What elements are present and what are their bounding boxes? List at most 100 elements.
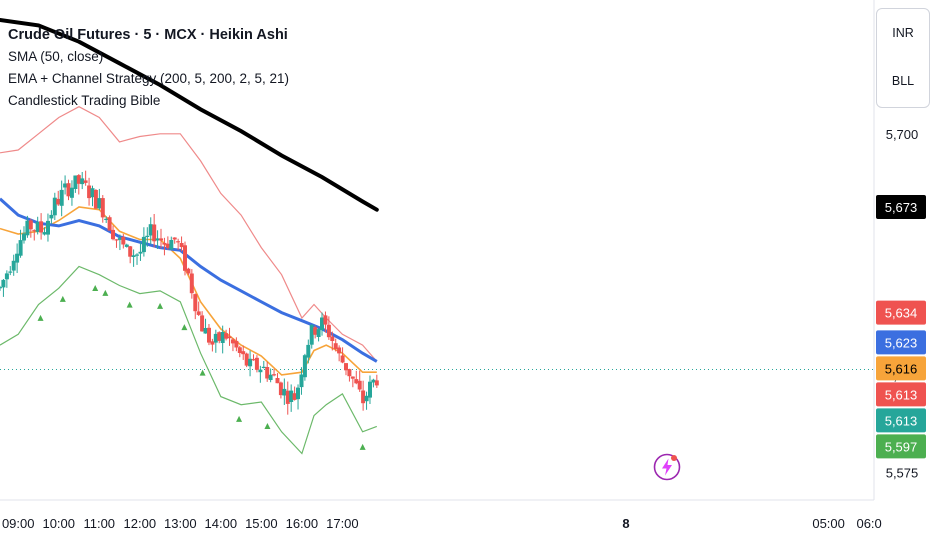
candle-body bbox=[46, 220, 50, 235]
unit-button[interactable]: BLL bbox=[891, 74, 915, 88]
candle-body bbox=[59, 189, 64, 206]
candle-body bbox=[8, 271, 13, 273]
candle-body bbox=[313, 327, 318, 335]
lightning-icon[interactable] bbox=[652, 452, 682, 482]
candle-body bbox=[135, 254, 139, 256]
candle-body bbox=[49, 214, 54, 219]
price-label-text: 5,673 bbox=[885, 200, 918, 215]
time-tick-label: 8 bbox=[622, 516, 629, 531]
candle-body bbox=[93, 190, 98, 209]
candle-body bbox=[90, 188, 95, 198]
candle-body bbox=[371, 379, 376, 383]
candle-body bbox=[148, 224, 153, 236]
candle-body bbox=[350, 376, 355, 379]
candle-body bbox=[114, 239, 119, 241]
candle-body bbox=[56, 198, 61, 205]
candle-body bbox=[364, 395, 369, 402]
currency-button[interactable]: INR bbox=[892, 26, 914, 40]
buy-signal-marker bbox=[37, 314, 44, 321]
price-label-box bbox=[876, 434, 926, 459]
candle-body bbox=[309, 325, 314, 345]
buy-signal-marker bbox=[236, 415, 243, 422]
candle-body bbox=[347, 369, 352, 377]
time-tick-label: 13:00 bbox=[164, 516, 197, 531]
price-label-box bbox=[876, 382, 926, 407]
candle-body bbox=[63, 183, 68, 188]
candle-body bbox=[207, 327, 211, 343]
candle-series bbox=[0, 170, 379, 415]
candle-body bbox=[152, 224, 157, 242]
time-tick-label: 16:00 bbox=[286, 516, 319, 531]
candle-body bbox=[220, 332, 225, 343]
legend-sma[interactable]: SMA (50, close) bbox=[8, 49, 104, 64]
candle-body bbox=[176, 241, 181, 243]
candle-body bbox=[272, 374, 277, 376]
candle-body bbox=[121, 236, 126, 245]
candle-body bbox=[11, 260, 16, 271]
time-tick-label: 15:00 bbox=[245, 516, 278, 531]
candle-body bbox=[124, 244, 129, 247]
candle-body bbox=[145, 235, 150, 237]
candle-body bbox=[323, 315, 328, 325]
candle-body bbox=[374, 380, 379, 386]
candle-body bbox=[265, 367, 270, 379]
candle-body bbox=[210, 341, 215, 345]
candle-body bbox=[22, 233, 26, 241]
candle-body bbox=[66, 183, 71, 197]
candle-body bbox=[189, 273, 194, 294]
price-label-box bbox=[876, 300, 926, 325]
candle-body bbox=[193, 294, 198, 312]
candle-body bbox=[83, 180, 88, 183]
candle-body bbox=[302, 355, 307, 378]
price-axis: 5,7005,6115,5755,6735,6345,6235,6165,613… bbox=[876, 127, 926, 480]
candle-body bbox=[73, 175, 78, 189]
candle-body bbox=[234, 340, 239, 348]
candle-body bbox=[18, 240, 23, 256]
candle-body bbox=[241, 351, 246, 355]
chart-legend: Crude Oil Futures · 5 · MCX · Heikin Ash… bbox=[8, 24, 289, 112]
candle-body bbox=[340, 355, 345, 363]
candle-body bbox=[213, 333, 218, 343]
price-label-box bbox=[876, 194, 926, 219]
candle-body bbox=[200, 315, 205, 332]
buy-signal-marker bbox=[157, 302, 164, 309]
buy-signal-marker bbox=[359, 443, 366, 450]
ema-200-line bbox=[0, 197, 378, 363]
price-label-text: 5,597 bbox=[885, 439, 918, 454]
symbol-title[interactable]: Crude Oil Futures · 5 · MCX · Heikin Ash… bbox=[8, 27, 288, 43]
candle-body bbox=[292, 393, 297, 400]
candle-body bbox=[244, 353, 249, 366]
price-tick-label: 5,575 bbox=[886, 465, 919, 480]
legend-ema-channel[interactable]: EMA + Channel Strategy (200, 5, 200, 2, … bbox=[8, 71, 290, 86]
price-label-text: 5,613 bbox=[885, 413, 918, 428]
candle-body bbox=[368, 381, 372, 398]
candle-body bbox=[224, 333, 229, 339]
candle-body bbox=[111, 229, 115, 240]
buy-signal-marker bbox=[199, 369, 206, 376]
candle-body bbox=[159, 238, 163, 241]
candle-body bbox=[172, 237, 177, 240]
time-tick-label: 17:00 bbox=[326, 516, 359, 531]
buy-signal-marker bbox=[126, 301, 133, 308]
candle-body bbox=[251, 359, 256, 361]
legend-candlestick-bible[interactable]: Candlestick Trading Bible bbox=[8, 93, 161, 108]
candle-body bbox=[258, 369, 263, 373]
candle-body bbox=[39, 221, 44, 233]
price-label-text: 5,623 bbox=[885, 335, 918, 350]
candle-body bbox=[186, 268, 191, 274]
channel-lower-line bbox=[0, 265, 378, 455]
time-tick-label: 09:00 bbox=[2, 516, 35, 531]
price-label-box bbox=[876, 408, 926, 433]
buy-signal-marker bbox=[264, 422, 271, 429]
scale-panel bbox=[876, 8, 930, 108]
candle-body bbox=[333, 343, 338, 349]
buy-signal-marker bbox=[59, 295, 66, 302]
candle-body bbox=[138, 251, 143, 254]
price-label-text: 5,634 bbox=[885, 306, 918, 321]
candle-body bbox=[344, 363, 348, 371]
candle-body bbox=[25, 220, 30, 236]
candle-body bbox=[289, 390, 294, 402]
candle-body bbox=[15, 253, 20, 263]
candle-body bbox=[131, 255, 136, 257]
